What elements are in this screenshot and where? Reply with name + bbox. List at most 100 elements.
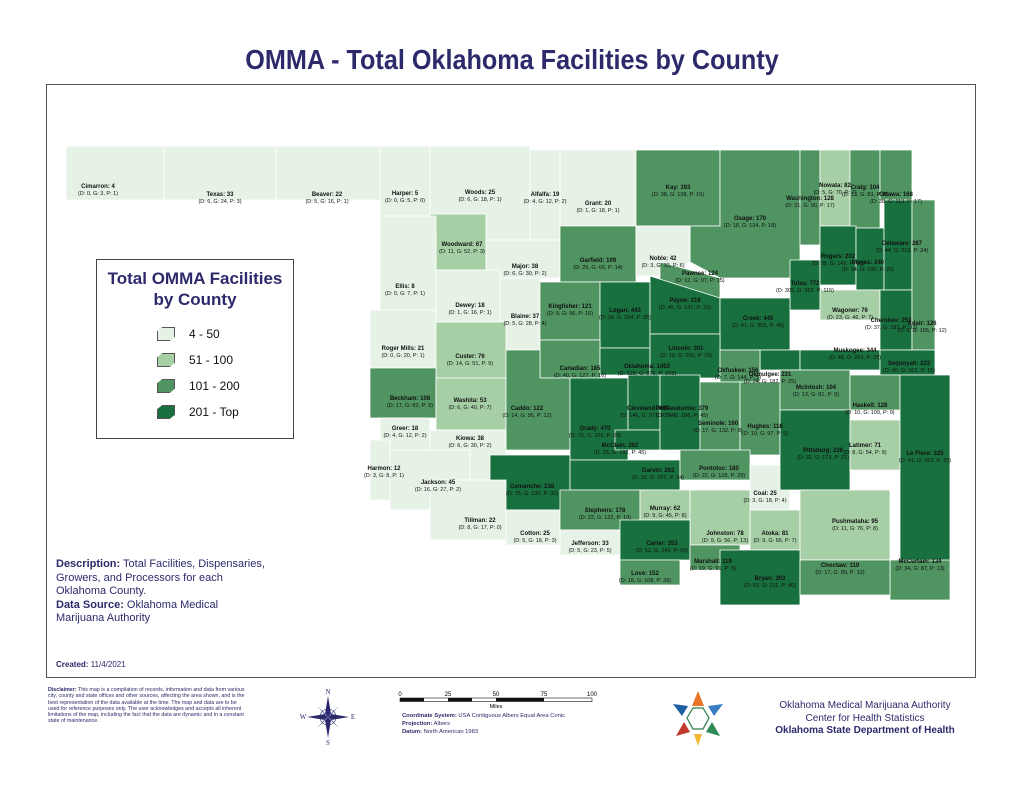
county-detail-stephens: (D: 23, G: 132, P: 19)	[579, 515, 631, 521]
coordinate-info: Coordinate System: USA Contiguous Albers…	[402, 712, 565, 736]
county-label-pawnee: Pawnee: 124	[682, 271, 719, 277]
county-label-woods: Woods: 25	[465, 190, 496, 196]
county-detail-jackson: (D: 16, G: 27, P: 2)	[415, 487, 461, 493]
county-detail-adair: (D: 9, G: 105, P: 12)	[897, 328, 946, 334]
county-label-marshall: Marshall: 119	[694, 559, 732, 565]
disclaimer-text: This map is a compilation of records, in…	[48, 687, 245, 725]
county-detail-marshall: (D: 19, G: 91, P: 9)	[690, 566, 736, 572]
county-atoka	[749, 509, 801, 551]
compass-s: S	[326, 739, 330, 746]
scale-tick-25: 25	[445, 692, 452, 698]
county-label-garfield: Garfield: 109	[580, 258, 617, 264]
county-label-tulsa: Tulsa: 772	[791, 281, 821, 287]
county-label-carter: Carter: 353	[646, 541, 678, 547]
scale-tick-75: 75	[541, 692, 548, 698]
county-detail-logan: (D: 34, G: 324, P: 85)	[599, 315, 651, 321]
county-detail-murray: (D: 9, G: 45, P: 8)	[643, 513, 686, 519]
county-label-woodward: Woodward: 67	[442, 242, 484, 248]
organization-block: Oklahoma Medical Marijuana Authority Cen…	[760, 700, 970, 738]
county-label-caddo: Caddo: 122	[511, 406, 544, 412]
county-detail-johnston: (D: 9, G: 56, P: 13)	[702, 538, 748, 544]
legend: Total OMMA Facilities by County 4 - 50 5…	[96, 259, 294, 439]
county-label-seminole: Seminole: 160	[698, 421, 739, 427]
created-value: 11/4/2021	[90, 660, 126, 669]
county-detail-tulsa: (D: 305, G: 352, P: 115)	[776, 288, 834, 294]
county-detail-pottawatomie: (D: 35, G: 296, P: 45)	[656, 413, 708, 419]
county-label-muskogee: Muskogee: 344	[833, 348, 877, 354]
county-label-nowata: Nowata: 82	[819, 183, 851, 189]
county-label-alfalfa: Alfalfa: 19	[531, 192, 560, 198]
county-label-greer: Greer: 18	[392, 426, 419, 432]
disclaimer-label: Disclaimer:	[48, 687, 77, 693]
county-label-grant: Grant: 20	[585, 201, 612, 207]
county-label-kay: Kay: 193	[666, 185, 691, 191]
county-detail-pittsburg: (D: 32, G: 173, P: 21)	[797, 455, 849, 461]
county-detail-noble: (D: 3, G: 33, P: 6)	[641, 263, 684, 269]
county-detail-choctaw: (D: 17, G: 89, P: 12)	[815, 570, 864, 576]
county-detail-wagoner: (D: 23, G: 46, P: 7)	[827, 315, 873, 321]
county-detail-mayes: (D: 34, G: 186, P: 20)	[842, 267, 894, 273]
county-beckham	[369, 367, 437, 419]
scale-bar: 0 25 50 75 100 Miles Coordinate System: …	[396, 688, 606, 748]
county-detail-lincoln: (D: 19, G: 250, P: 29)	[660, 353, 712, 359]
legend-label-3: 101 - 200	[189, 379, 240, 393]
description-label: Description:	[56, 558, 121, 570]
county-detail-okmulgee: (D: 24, G: 182, P: 25)	[744, 379, 796, 385]
county-detail-sequoyah: (D: 40, G: 162, P: 15)	[883, 368, 935, 374]
county-detail-pawnee: (D: 12, G: 97, P: 15)	[675, 278, 724, 284]
county-label-hughes: Hughes: 118	[747, 424, 783, 430]
county-detail-payne: (D: 45, G: 147, P: 25)	[659, 305, 711, 311]
county-label-pittsburg: Pittsburg: 226	[803, 448, 844, 454]
county-label-harper: Harper: 5	[392, 191, 419, 197]
county-label-mcintosh: McIntosh: 104	[796, 385, 837, 391]
county-detail-comanche: (D: 75, G: 130, P: 32)	[506, 491, 558, 497]
county-detail-kingfisher: (D: 9, G: 96, P: 16)	[547, 311, 593, 317]
compass-n: N	[325, 688, 330, 696]
county-label-kingfisher: Kingfisher: 121	[548, 304, 592, 310]
data-source-text: Oklahoma Medical Marijuana Authority	[56, 598, 219, 625]
county-detail-osage: (D: 18, G: 134, P: 18)	[724, 223, 776, 229]
county-detail-delaware: (D: 44, G: 219, P: 24)	[876, 248, 928, 254]
org-line1: Oklahoma Medical Marijuana Authority	[779, 700, 951, 711]
county-detail-latimer: (D: 8, G: 54, P: 9)	[843, 450, 886, 456]
county-label-comanche: Comanche: 238	[510, 484, 555, 490]
county-label-choctaw: Choctaw: 119	[821, 563, 860, 569]
county-detail-pushmataha: (D: 11, G: 76, P: 8)	[832, 526, 878, 532]
county-detail-blaine: (D: 5, G: 28, P: 4)	[503, 321, 546, 327]
county-label-jackson: Jackson: 45	[421, 480, 456, 486]
org-line2: Center for Health Statistics	[805, 712, 925, 724]
county-detail-garvin: (D: 32, G: 207, P: 24)	[632, 475, 684, 481]
legend-swatch-1	[157, 327, 175, 341]
county-pushmataha	[799, 489, 891, 561]
county-label-noble: Noble: 42	[649, 256, 677, 262]
county-label-washita: Washita: 53	[453, 398, 487, 404]
county-harper	[379, 145, 431, 217]
county-detail-grady: (D: 73, G: 326, P: 69)	[569, 433, 621, 439]
county-label-creek: Creek: 445	[743, 316, 774, 322]
datum-value: North American 1983	[423, 729, 479, 735]
county-label-haskell: Haskell: 128	[853, 403, 888, 409]
county-label-craig: Craig: 104	[850, 185, 880, 191]
county-detail-texas: (D: 6, G: 24, P: 3)	[198, 199, 241, 205]
county-carter	[619, 519, 691, 561]
county-label-pottawatomie: Pottawatomie: 379	[656, 406, 709, 412]
proj-label: Projection:	[402, 721, 433, 727]
scale-tick-100: 100	[587, 692, 598, 698]
description-text: Total Facilities, Dispensaries, Growers,…	[56, 558, 265, 597]
county-detail-washita: (D: 6, G: 40, P: 7)	[448, 405, 491, 411]
county-detail-dewey: (D: 1, G: 16, P: 1)	[448, 310, 491, 316]
county-mayes	[855, 227, 885, 291]
org-line3: Oklahoma State Department of Health	[775, 725, 955, 736]
county-label-harmon: Harmon: 12	[367, 466, 401, 472]
legend-title-line1: Total OMMA Facilities	[107, 269, 283, 288]
county-label-custer: Custer: 76	[455, 354, 485, 360]
county-detail-beckham: (D: 17, G: 82, P: 9)	[387, 403, 433, 409]
county-detail-okfuskee: (D: 7, G: 144, P: 5)	[715, 375, 761, 381]
county-detail-cleveland: (D: 146, G: 377, P: 74)	[620, 413, 676, 419]
county-detail-ellis: (D: 0, G: 7, P: 1)	[385, 291, 425, 297]
county-detail-craig: (D: 13, G: 83, P: 8)	[842, 192, 888, 198]
county-okmulgee	[759, 349, 801, 371]
county-label-rogers: Rogers: 202	[821, 254, 856, 260]
county-detail-harmon: (D: 3, G: 8, P: 1)	[364, 473, 404, 479]
description: Description: Total Facilities, Dispensar…	[56, 558, 266, 626]
